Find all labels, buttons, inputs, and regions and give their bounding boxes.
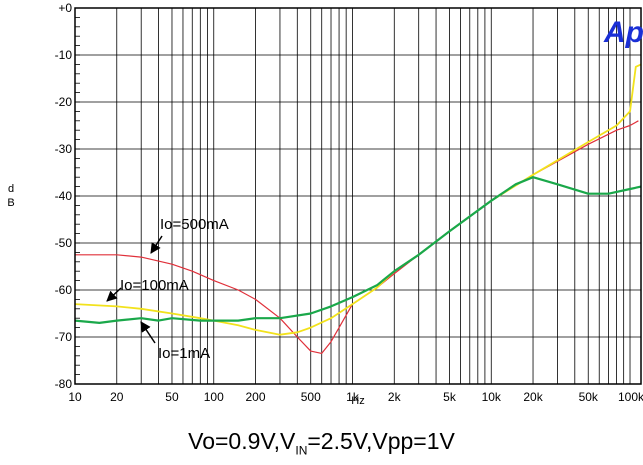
caption: Vo=0.9V,VIN=2.5V,Vpp=1V [0,428,643,458]
x-tick-label: 100 [204,390,224,404]
annotation-label-0: Io=500mA [160,216,229,233]
y-tick-label: -70 [55,330,73,344]
x-tick-label: 20 [110,390,124,404]
x-tick-label: 20k [523,390,543,404]
x-tick-label: 200 [246,390,266,404]
y-tick-labels: +0 -10 -20 -30 -40 -50 -60 -70 -80 [55,1,73,391]
series-annotations: Io=500mA Io=100mA Io=1mA [106,216,229,362]
y-tick-label: -20 [55,95,73,109]
y-tick-label: +0 [58,1,72,15]
annotation-label-1: Io=100mA [120,277,189,294]
annotation-arrow-1 [106,287,122,302]
annotation-label-2: Io=1mA [158,345,210,362]
y-tick-label: -50 [55,236,73,250]
caption-prefix: Vo=0.9V,V [188,428,296,454]
caption-suffix: =2.5V,Vpp=1V [307,428,455,454]
logo: Ap [603,16,643,49]
y-tick-label: -30 [55,142,73,156]
y-axis-label-part: B [7,197,14,209]
y-axis-label-part: d [8,183,14,195]
series-line-2 [74,176,642,324]
chart-grid [74,7,641,385]
annotation-arrow-0 [150,235,163,254]
x-tick-label: 5k [443,390,457,404]
x-tick-label: 2k [388,390,402,404]
x-tick-labels: 10 20 50 100 200 500 1k 2k 5k 10k 20k 50k 100k [68,390,643,404]
y-tick-label: -10 [55,48,73,62]
y-tick-label: -40 [55,189,73,203]
caption-subscript: IN [295,443,308,458]
x-tick-label: 500 [301,390,321,404]
x-tick-label: 100k [618,390,643,404]
chart-series [74,63,642,354]
x-tick-label: 1k [346,390,360,404]
x-tick-label: 50k [579,390,599,404]
x-tick-label: 10 [68,390,82,404]
y-tick-label: -60 [55,283,73,297]
annotation-arrow-2 [140,321,156,344]
x-tick-label: 10k [482,390,502,404]
plot-frame [74,7,642,385]
x-tick-label: 50 [165,390,179,404]
y-tick-label: -80 [55,377,73,391]
x-axis-label: Hz [351,395,364,407]
series-line-1 [74,63,642,336]
series-line-0 [75,120,639,354]
